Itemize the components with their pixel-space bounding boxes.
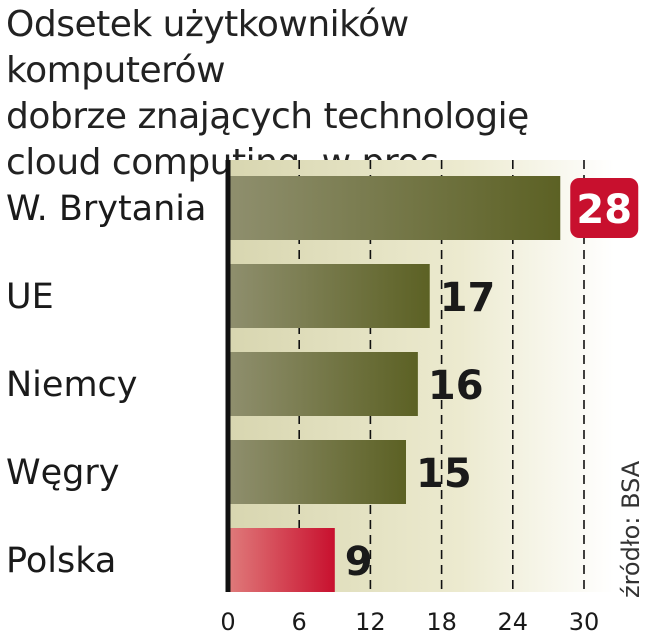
source-note: źródło: BSA xyxy=(617,460,645,598)
bar-4 xyxy=(228,528,335,592)
value-label: 28 xyxy=(576,187,632,233)
value-badge xyxy=(570,178,639,238)
category-label: Polska xyxy=(6,541,116,581)
bar-0 xyxy=(228,176,561,240)
x-tick-label: 0 xyxy=(220,608,235,636)
value-label: 9 xyxy=(345,539,373,585)
chart-title-line-1: Odsetek użytkowników komputerów xyxy=(6,4,409,91)
chart-title: Odsetek użytkowników komputerów dobrze z… xyxy=(6,2,636,186)
value-label: 17 xyxy=(440,275,496,321)
x-tick-label: 12 xyxy=(355,608,386,636)
bar-1 xyxy=(228,264,430,328)
x-tick-label: 24 xyxy=(498,608,529,636)
x-tick-label: 18 xyxy=(426,608,457,636)
value-label: 15 xyxy=(416,451,472,497)
category-label: Węgry xyxy=(6,453,119,493)
chart-title-line-2: dobrze znających technologię xyxy=(6,96,529,137)
value-label: 16 xyxy=(428,363,484,409)
x-tick-label: 30 xyxy=(569,608,600,636)
bar-2 xyxy=(228,352,418,416)
category-label: W. Brytania xyxy=(6,189,206,229)
category-label: UE xyxy=(6,277,54,317)
x-tick-label: 6 xyxy=(292,608,307,636)
bar-3 xyxy=(228,440,406,504)
category-label: Niemcy xyxy=(6,365,138,405)
